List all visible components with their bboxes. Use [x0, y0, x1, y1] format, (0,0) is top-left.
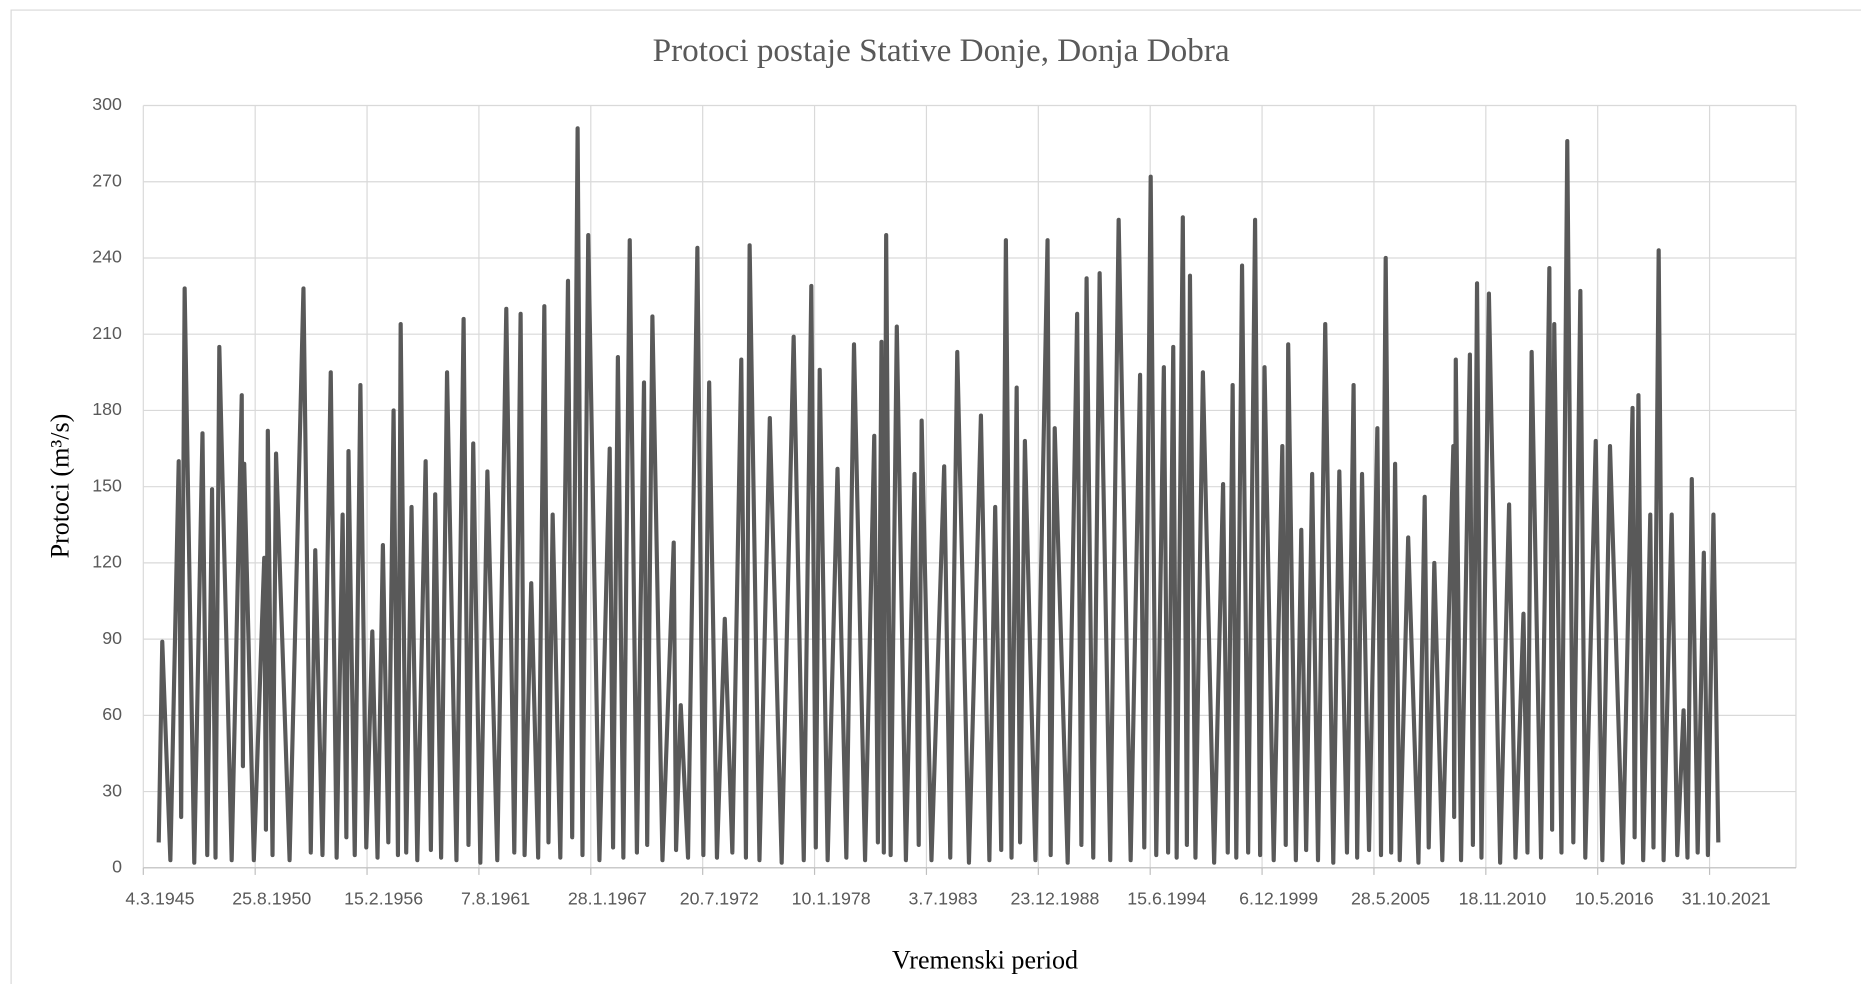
x-tick-label: 18.11.2010	[1459, 889, 1547, 909]
y-tick-label: 210	[92, 323, 122, 343]
x-tick-label: 31.10.2021	[1682, 889, 1771, 909]
y-tick-label: 0	[112, 857, 122, 877]
x-tick-label: 15.6.1994	[1127, 889, 1206, 909]
x-tick-label: 4.3.1945	[125, 889, 194, 909]
y-tick-label: 270	[92, 170, 122, 190]
y-tick-label: 60	[102, 704, 122, 724]
y-tick-label: 90	[102, 628, 122, 648]
x-tick-label: 20.7.1972	[680, 889, 759, 909]
y-tick-label: 300	[92, 94, 122, 114]
x-tick-label: 15.2.1956	[344, 889, 423, 909]
y-tick-label: 240	[92, 247, 122, 267]
flow-line	[156, 126, 1721, 865]
x-tick-label: 25.8.1950	[232, 889, 311, 909]
y-tick-label: 180	[92, 399, 122, 419]
x-tick-label: 23.12.1988	[1010, 889, 1099, 909]
y-axis-label: Protoci (m³/s)	[46, 414, 75, 559]
x-tick-label: 6.12.1999	[1239, 889, 1318, 909]
x-tick-label: 3.7.1983	[908, 889, 977, 909]
x-axis-label: Vremenski period	[892, 946, 1078, 975]
y-tick-label: 150	[92, 475, 122, 495]
x-tick-label: 28.1.1967	[568, 889, 647, 909]
y-tick-label: 30	[102, 780, 122, 800]
x-tick-label: 7.8.1961	[461, 889, 530, 909]
x-tick-label: 10.5.2016	[1575, 889, 1654, 909]
y-tick-label: 120	[92, 552, 122, 572]
x-tick-label: 10.1.1978	[792, 889, 871, 909]
x-tick-label: 28.5.2005	[1351, 889, 1430, 909]
chart-title: Protoci postaje Stative Donje, Donja Dob…	[653, 32, 1230, 69]
